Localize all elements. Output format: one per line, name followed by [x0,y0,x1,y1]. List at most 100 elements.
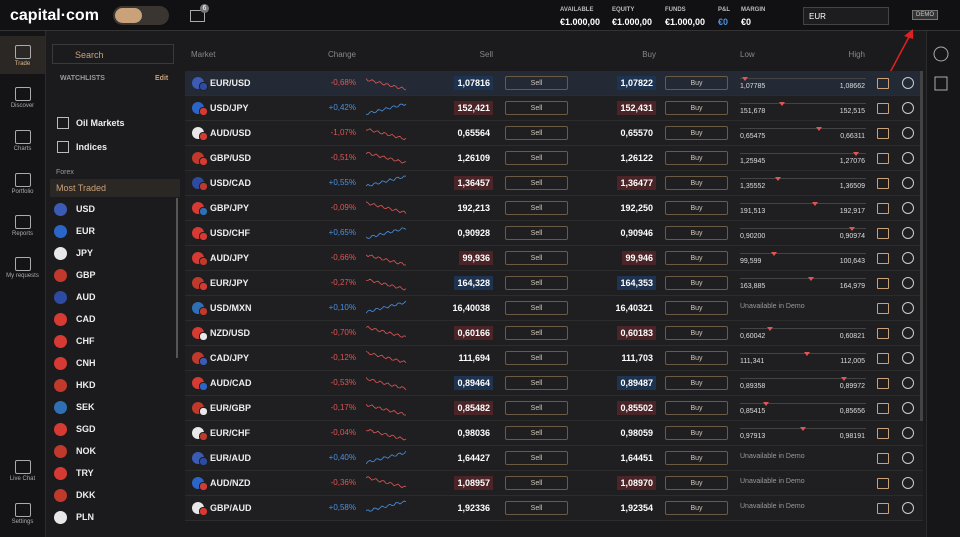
selected-item[interactable]: Most Traded [56,183,107,193]
nav-icon[interactable] [15,503,31,517]
sell-button[interactable]: Sell [505,276,568,290]
buy-button[interactable]: Buy [665,476,728,490]
buy-button[interactable]: Buy [665,201,728,215]
currency-item[interactable]: SEK [76,402,95,412]
buy-button[interactable]: Buy [665,126,728,140]
row[interactable] [185,496,923,521]
row[interactable] [185,196,923,221]
market-name[interactable]: USD/JPY [210,103,249,113]
buy-button[interactable]: Buy [665,326,728,340]
market-name[interactable]: USD/CHF [210,228,250,238]
add-icon[interactable] [902,477,914,489]
market-name[interactable]: USD/CAD [210,178,252,188]
currency-item[interactable]: GBP [76,270,96,280]
market-name[interactable]: AUD/USD [210,128,252,138]
add-icon[interactable] [902,102,914,114]
buy-button[interactable]: Buy [665,151,728,165]
nav-icon[interactable] [15,215,31,229]
buy-button[interactable]: Buy [665,501,728,515]
currency-item[interactable]: PLN [76,512,94,522]
chart-icon[interactable] [877,428,889,439]
info-icon[interactable] [933,46,949,62]
buy-button[interactable]: Buy [665,76,728,90]
search-box[interactable]: Search [52,44,174,64]
market-name[interactable]: EUR/USD [210,78,251,88]
buy-button[interactable]: Buy [665,351,728,365]
nav-label[interactable]: Trade [14,61,31,67]
sell-button[interactable]: Sell [505,101,568,115]
buy-button[interactable]: Buy [665,276,728,290]
nav-label[interactable]: My requests [6,273,39,279]
currency-item[interactable]: HKD [76,380,96,390]
row[interactable] [185,96,923,121]
add-icon[interactable] [902,302,914,314]
row[interactable] [185,346,923,371]
sell-button[interactable]: Sell [505,226,568,240]
sell-button[interactable]: Sell [505,476,568,490]
chart-icon[interactable] [877,153,889,164]
sell-button[interactable]: Sell [505,251,568,265]
add-icon[interactable] [902,352,914,364]
chart-icon[interactable] [877,78,889,89]
sell-button[interactable]: Sell [505,201,568,215]
edit-link[interactable]: Edit [155,75,169,82]
market-name[interactable]: AUD/CAD [210,378,252,388]
row[interactable] [185,396,923,421]
add-icon[interactable] [902,277,914,289]
add-icon[interactable] [902,327,914,339]
currency-item[interactable]: CNH [76,358,96,368]
currency-item[interactable]: USD [76,204,96,214]
market-name[interactable]: EUR/GBP [210,403,252,413]
market-name[interactable]: EUR/AUD [210,453,252,463]
market-name[interactable]: EUR/JPY [210,278,249,288]
theme-knob[interactable] [115,8,142,23]
add-icon[interactable] [902,377,914,389]
row[interactable] [185,171,923,196]
currency-item[interactable]: DKK [76,490,96,500]
currency-select[interactable]: EUR [803,7,889,25]
market-name[interactable]: AUD/JPY [210,253,250,263]
buy-button[interactable]: Buy [665,376,728,390]
market-name[interactable]: AUD/NZD [210,478,251,488]
row[interactable] [185,371,923,396]
sell-button[interactable]: Sell [505,451,568,465]
sell-button[interactable]: Sell [505,151,568,165]
market-name[interactable]: GBP/AUD [210,503,252,513]
add-icon[interactable] [902,152,914,164]
row[interactable] [185,296,923,321]
row[interactable] [185,471,923,496]
add-icon[interactable] [902,227,914,239]
chart-icon[interactable] [877,253,889,264]
chart-icon[interactable] [877,178,889,189]
add-icon[interactable] [902,177,914,189]
nav-icon[interactable] [15,173,31,187]
chart-icon[interactable] [877,228,889,239]
add-icon[interactable] [902,502,914,514]
market-name[interactable]: EUR/CHF [210,428,250,438]
nav-icon[interactable] [15,460,31,474]
add-icon[interactable] [902,427,914,439]
sell-button[interactable]: Sell [505,501,568,515]
buy-button[interactable]: Buy [665,426,728,440]
chart-icon[interactable] [877,328,889,339]
row[interactable] [185,71,923,96]
chart-icon[interactable] [877,203,889,214]
currency-item[interactable]: CHF [76,336,95,346]
row[interactable] [185,271,923,296]
market-name[interactable]: GBP/JPY [210,203,250,213]
nav-icon[interactable] [15,45,31,59]
sell-button[interactable]: Sell [505,301,568,315]
add-icon[interactable] [902,77,914,89]
currency-item[interactable]: JPY [76,248,94,258]
doc-icon[interactable] [934,76,948,91]
currency-item[interactable]: AUD [76,292,96,302]
currency-item[interactable]: EUR [76,226,96,236]
watchlist-group[interactable]: Indices [76,142,108,152]
add-icon[interactable] [902,252,914,264]
buy-button[interactable]: Buy [665,251,728,265]
sell-button[interactable]: Sell [505,401,568,415]
buy-button[interactable]: Buy [665,301,728,315]
market-name[interactable]: NZD/USD [210,328,250,338]
row[interactable] [185,421,923,446]
chart-icon[interactable] [877,478,889,489]
